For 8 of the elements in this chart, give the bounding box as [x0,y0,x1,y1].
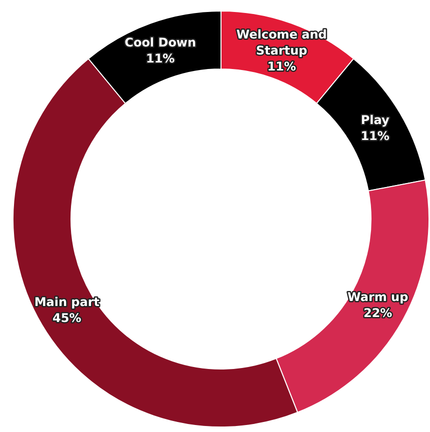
data-label: 45% [52,311,82,326]
data-label: 11% [267,60,296,74]
data-label: 11% [146,52,175,66]
slice-label: Cool Down [124,36,196,50]
slice-label: Play [360,112,390,127]
data-label: 11% [360,128,390,143]
data-label: 22% [363,306,392,320]
slice-label: Warm up [348,290,409,304]
